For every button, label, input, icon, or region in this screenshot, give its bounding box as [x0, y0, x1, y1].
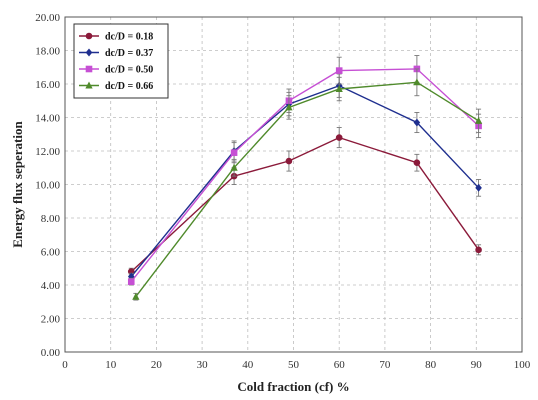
x-tick-label: 50 — [288, 359, 300, 371]
data-point — [335, 85, 343, 92]
data-point — [230, 149, 238, 156]
y-tick-label: 20.00 — [35, 12, 60, 24]
y-tick-label: 6.00 — [41, 247, 61, 259]
legend-item: dc/D = 0.66 — [79, 81, 153, 92]
x-tick-label: 60 — [334, 359, 346, 371]
x-tick-label: 30 — [197, 359, 209, 371]
series-line — [130, 84, 480, 278]
legend-marker — [85, 81, 93, 89]
data-point — [132, 292, 140, 300]
y-tick-label: 12.00 — [35, 146, 60, 158]
legend-marker — [85, 32, 93, 40]
x-tick-label: 100 — [514, 359, 531, 371]
legend-label: dc/D = 0.50 — [105, 65, 153, 76]
plot-frame — [64, 16, 523, 353]
legend-item: dc/D = 0.37 — [79, 48, 153, 59]
y-tick-label: 4.00 — [41, 280, 61, 292]
x-tick-label: 20 — [151, 359, 163, 371]
x-tick-label: 40 — [242, 359, 254, 371]
data-point — [285, 157, 293, 165]
legend-marker — [85, 48, 93, 57]
y-tick-label: 2.00 — [41, 314, 61, 326]
data-point — [413, 118, 421, 127]
x-tick-label: 90 — [471, 359, 483, 371]
x-axis-title: Cold fraction (cf) % — [237, 379, 349, 394]
legend-label: dc/D = 0.18 — [105, 32, 153, 43]
legend: dc/D = 0.18 dc/D = 0.37 dc/D = 0.50 dc/D = … — [73, 23, 169, 99]
tick-labels: 0.00 2.00 4.00 6.00 8.00 10.00 12.00 14.00 16.00… — [35, 12, 531, 371]
y-tick-label: 18.00 — [35, 46, 60, 58]
x-tick-label: 10 — [105, 359, 117, 371]
legend-label: dc/D = 0.37 — [105, 48, 153, 59]
series-line — [130, 136, 480, 273]
data-point — [475, 246, 482, 254]
series-layer — [127, 55, 483, 301]
y-tick-label: 10.00 — [35, 180, 60, 192]
data-point — [413, 159, 421, 167]
legend-marker — [85, 65, 93, 73]
data-point — [475, 183, 482, 192]
data-point — [127, 278, 135, 285]
series-4 — [132, 68, 483, 301]
data-point — [285, 103, 293, 111]
x-tick-label: 80 — [425, 359, 437, 371]
data-point — [474, 116, 483, 124]
y-tick-label: 14.00 — [35, 113, 60, 125]
series-line — [130, 68, 480, 283]
x-tick-label: 0 — [62, 359, 68, 371]
y-tick-label: 16.00 — [35, 79, 60, 91]
data-point — [335, 134, 343, 141]
legend-label: dc/D = 0.66 — [105, 81, 153, 92]
data-point — [230, 163, 238, 171]
data-point — [335, 67, 343, 74]
legend-item: dc/D = 0.50 — [79, 65, 153, 76]
legend-item: dc/D = 0.18 — [79, 32, 153, 43]
y-axis-title: Energy flux seperation — [10, 121, 25, 248]
x-tick-label: 70 — [379, 359, 391, 371]
y-tick-label: 8.00 — [41, 213, 61, 225]
y-tick-label: 0.00 — [41, 347, 61, 359]
series-2 — [127, 73, 482, 281]
data-point — [413, 78, 421, 86]
series-line — [135, 81, 479, 298]
